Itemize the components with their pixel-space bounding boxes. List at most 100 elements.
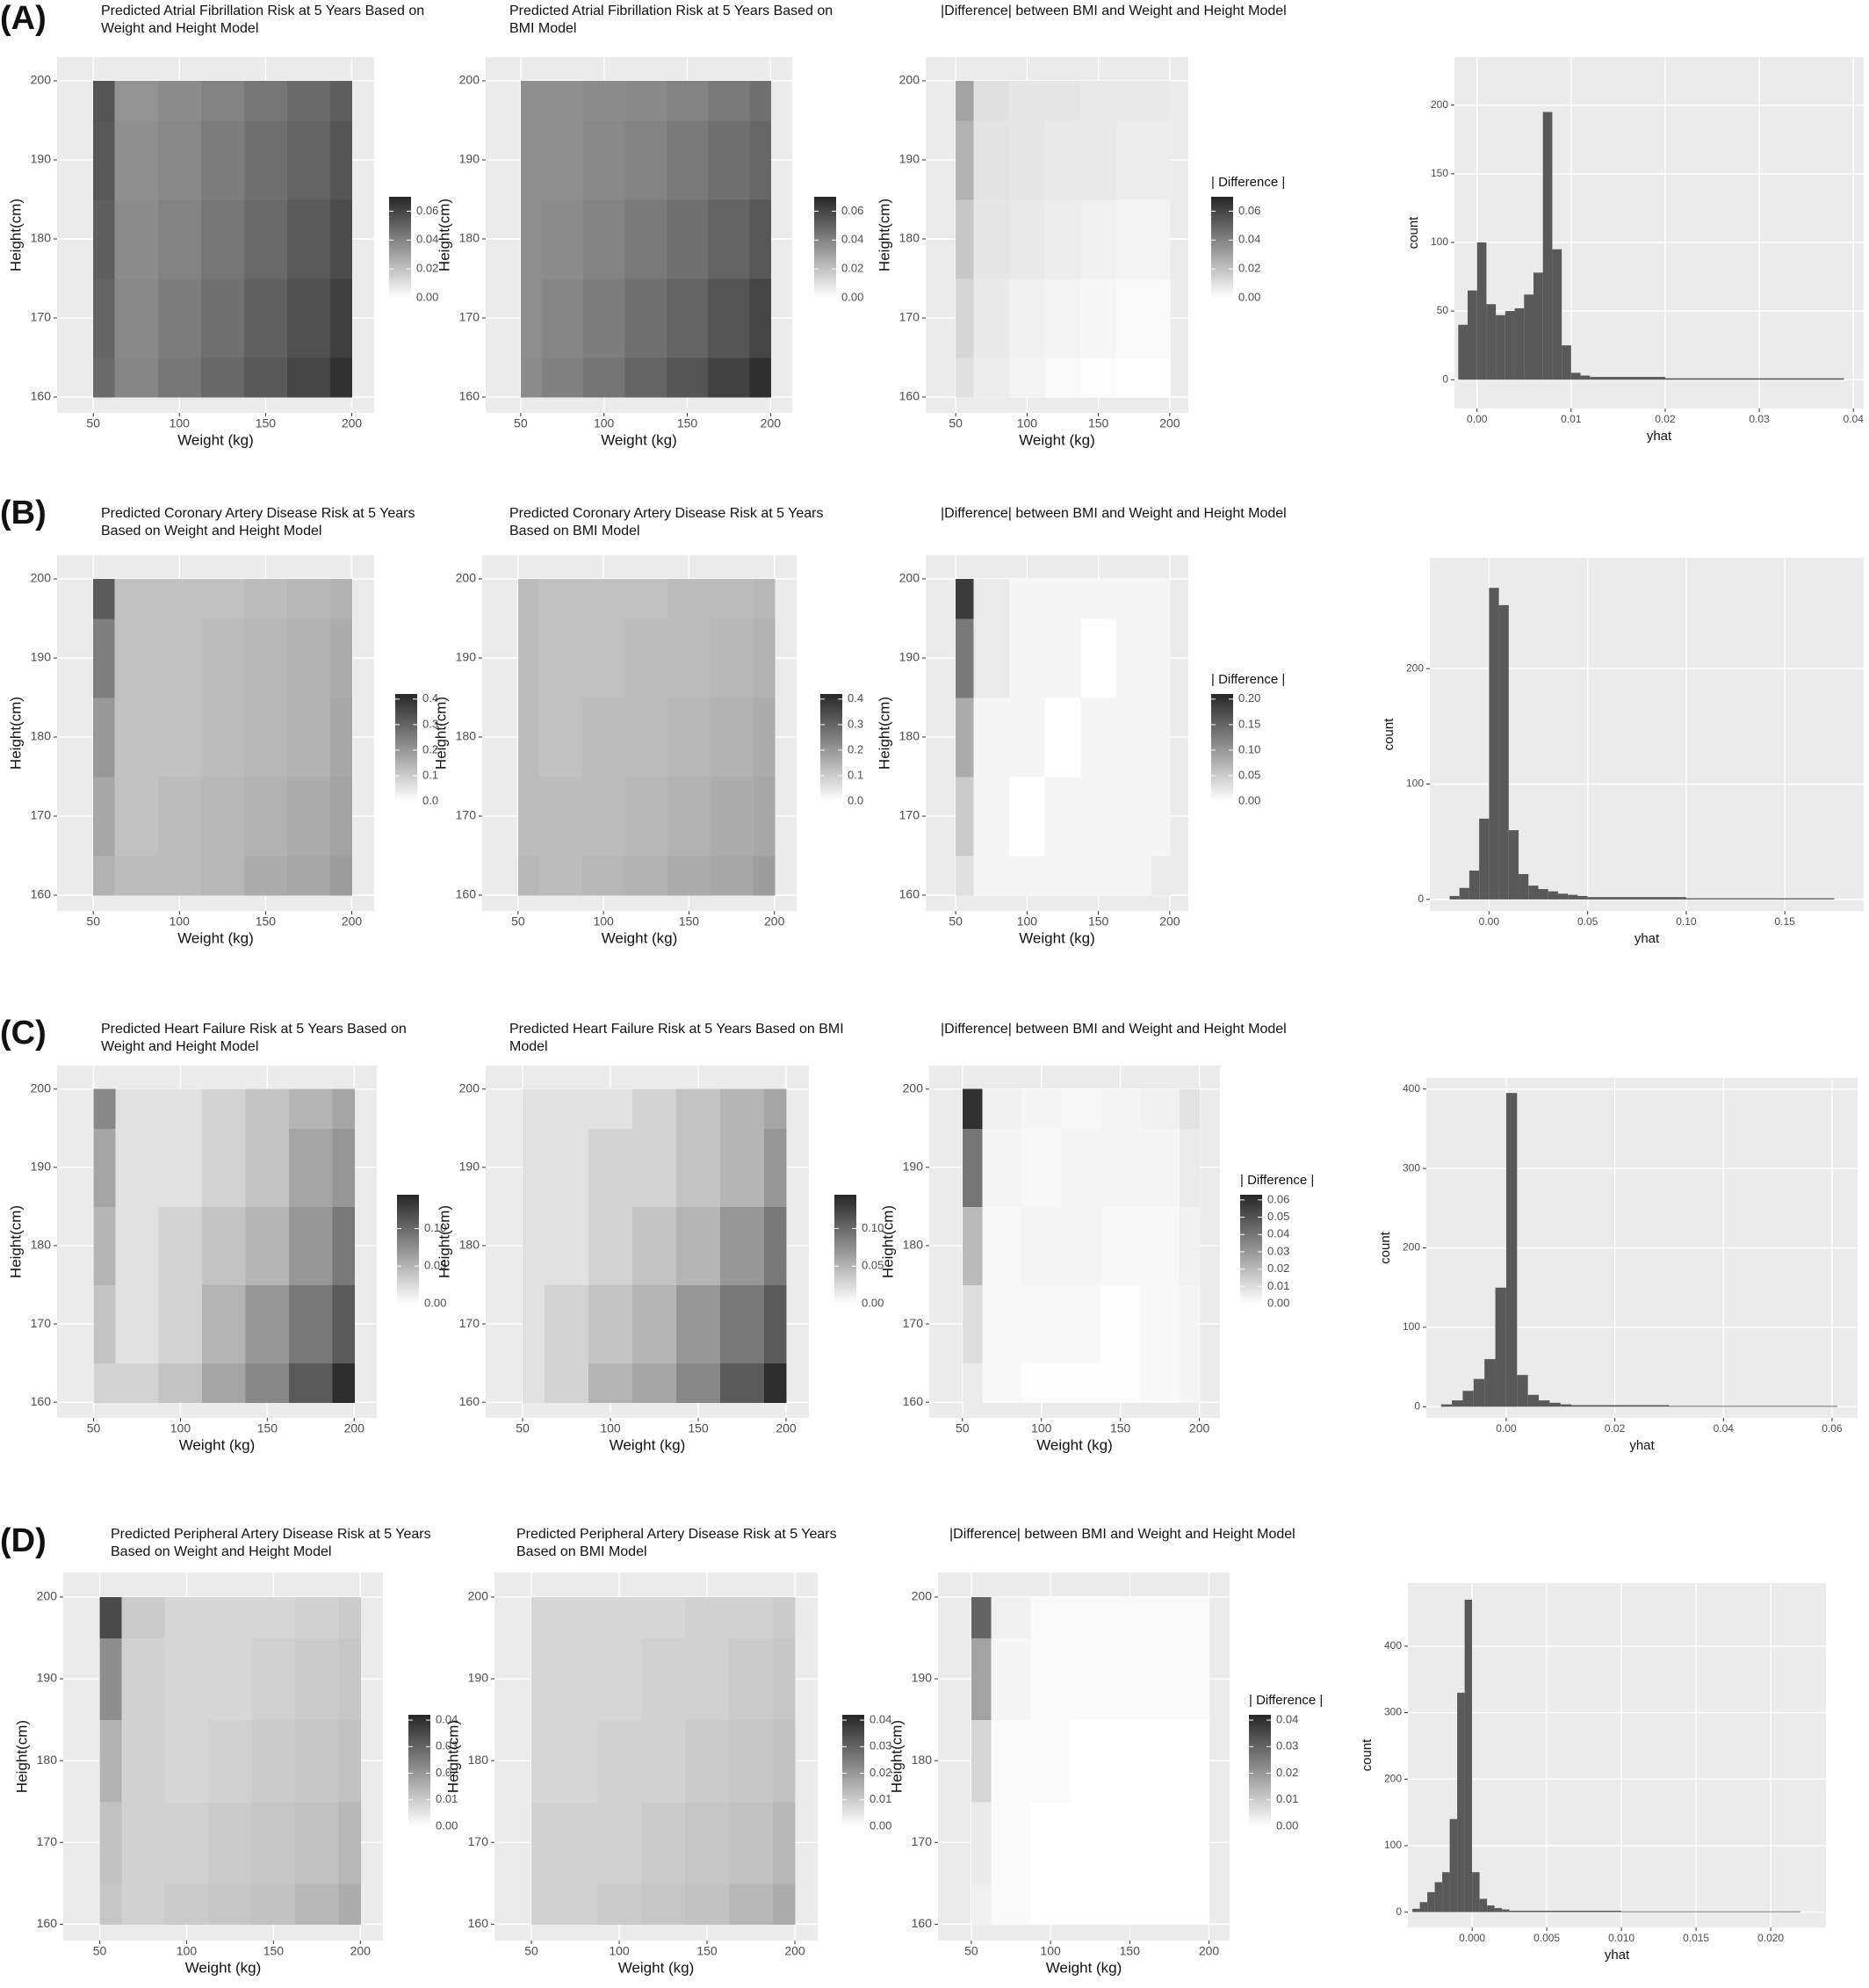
heat-tile [531,1596,554,1639]
colorbar-label: 0.00 [841,290,863,303]
heat-tile [286,579,331,619]
heat-tile [517,777,540,857]
heat-tile [624,81,668,121]
heat-tile [93,1363,116,1403]
heat-tile [1115,698,1153,777]
heat-tile [93,856,116,896]
histogram-bar [1587,897,1686,900]
heat-tile [251,1637,296,1721]
histogram-bar [1479,1898,1488,1912]
colorbar-label: 0.00 [416,290,438,303]
histogram-bar [1496,314,1505,380]
heat-tile [1180,1284,1201,1364]
heat-tile [641,1801,686,1884]
heat-tile [531,1883,554,1925]
heat-tile [1070,1883,1111,1925]
colorbar-label: 0.1 [422,768,438,781]
colorbar-label: 0.01 [1276,1792,1298,1805]
heat-tile [676,1088,721,1129]
heatmap-tiles [956,579,1171,896]
heat-tile [956,856,975,896]
heat-tile [1044,81,1081,121]
x-tick-label: 150 [256,914,277,929]
x-axis-title: Weight (kg) [185,1959,262,1976]
heat-tile [666,120,709,200]
heat-tile [115,1363,160,1403]
x-axis-title: Weight (kg) [177,929,254,946]
x-tick-label: 50 [514,416,528,430]
heat-tile [991,1883,1032,1925]
y-axis-title: Height(cm) [7,199,24,271]
colorbar-label: 0.02 [841,262,863,275]
heat-tile [632,1088,677,1129]
heat-tile [685,1719,730,1803]
colorbar-label: 0.04 [436,1712,458,1725]
heat-tile [624,120,668,200]
heat-tile [243,278,288,358]
heat-tile [1149,1596,1190,1639]
y-tick-label: 200 [912,1589,933,1603]
heat-tile [971,1801,992,1884]
heat-tile [157,698,202,777]
heat-tile [668,618,711,698]
colorbar-label: 0.01 [870,1792,891,1805]
x-tick-label: 50 [949,914,963,929]
heat-tile [1030,1719,1072,1803]
colorbar-label: 0.01 [436,1792,458,1805]
chart-title: Predicted Atrial Fibrillation Risk at 5 … [509,4,833,36]
heat-tile [329,120,353,200]
y-axis-title: Height(cm) [888,1720,905,1793]
histogram-bar [1468,871,1480,900]
y-tick-label: 180 [459,1238,480,1252]
colorbar-label: 0.02 [1267,1261,1289,1275]
heat-tile [753,618,776,698]
heat-tile [581,698,626,777]
heat-tile [685,1596,730,1639]
y-tick-label: 170 [912,1834,933,1848]
heat-tile [588,1284,633,1364]
heat-tile [115,1206,160,1286]
heat-tile [1151,278,1171,358]
heat-tile [1115,81,1153,121]
x-tick-label: 0.10 [1676,915,1697,928]
heat-tile [1151,81,1171,121]
y-tick-label: 200 [903,1081,924,1095]
heat-tile [708,358,751,398]
y-axis-title: Height(cm) [876,199,892,271]
heat-tile [1151,618,1171,698]
y-tick-label: 200 [1431,98,1448,111]
histogram-bar [1476,242,1487,380]
colorbar-label: 0.03 [1276,1739,1298,1753]
heat-tile [1044,777,1081,857]
histogram-bar [1505,311,1515,380]
histogram-bar [1685,898,1835,900]
y-axis-title: count [1378,1231,1393,1264]
histogram-bar [1580,375,1591,380]
heat-tile [200,120,245,200]
heat-tile [517,698,540,777]
heatmap-tiles [517,579,776,896]
heat-tile [982,1088,1022,1129]
heat-tile [114,698,159,777]
x-tick-label: 150 [1120,1944,1141,1958]
x-tick-label: 50 [511,914,525,929]
heat-tile [1109,1637,1151,1721]
heat-tile [1009,120,1046,200]
heat-tile [115,1128,160,1207]
histogram-bar [1467,290,1477,380]
heat-tile [539,698,583,777]
colorbar-label: 0.00 [870,1818,891,1832]
heat-tile [200,199,245,279]
heat-tile [641,1883,686,1925]
histogram-bar [1449,895,1460,900]
heat-tile [93,579,116,619]
colorbar-label: 0.04 [1267,1227,1289,1240]
x-tick-label: 150 [1088,416,1109,430]
heat-tile [286,856,331,896]
heat-tile [1080,618,1117,698]
histogram-bar [1502,1909,1510,1912]
heat-tile [991,1596,1032,1639]
heat-tile [582,358,625,398]
y-tick-label: 190 [899,152,920,166]
x-tick-label: 100 [177,1944,198,1958]
